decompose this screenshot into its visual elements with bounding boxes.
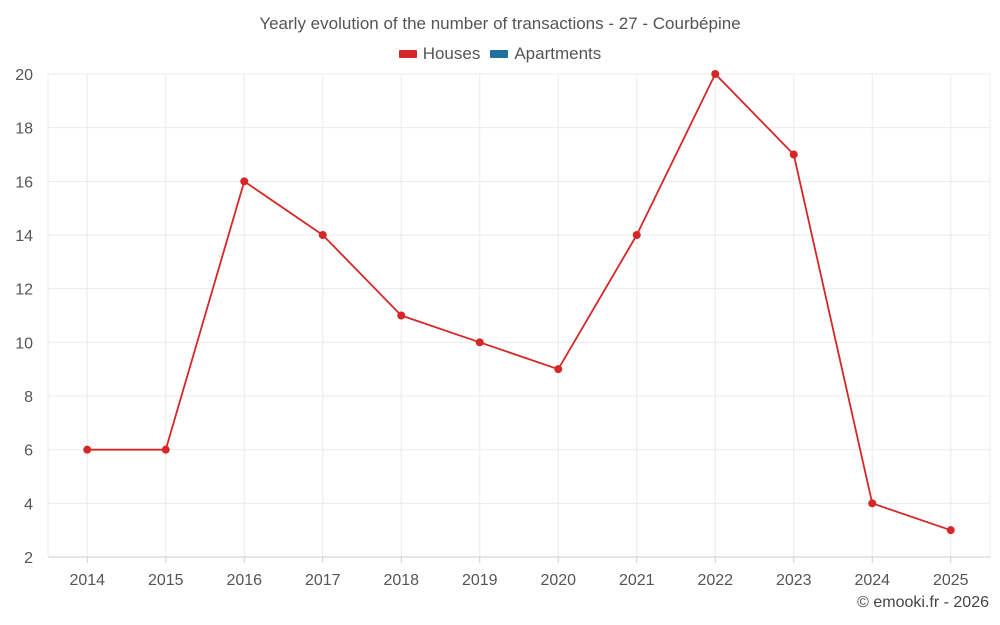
- legend-item-apartments[interactable]: Apartments: [490, 44, 601, 64]
- x-tick-label: 2017: [305, 572, 341, 589]
- data-point-houses: [240, 177, 249, 186]
- legend-swatch-houses: [398, 50, 417, 58]
- data-point-houses: [554, 365, 563, 374]
- data-point-houses: [161, 445, 170, 454]
- x-tick-label: 2015: [148, 572, 184, 589]
- legend-swatch-apartments: [490, 50, 509, 58]
- data-point-houses: [789, 150, 798, 159]
- data-point-houses: [946, 526, 955, 535]
- data-point-houses: [632, 231, 641, 239]
- y-tick-label: 2: [24, 550, 33, 567]
- legend-label-apartments: Apartments: [514, 44, 602, 63]
- x-tick-label: 2024: [854, 572, 890, 589]
- data-point-houses: [868, 499, 877, 508]
- y-tick-label: 8: [24, 389, 33, 406]
- data-point-houses: [318, 231, 327, 239]
- legend-item-houses[interactable]: Houses: [398, 44, 481, 64]
- y-tick-label: 4: [24, 496, 33, 513]
- legend-label-houses: Houses: [422, 44, 481, 63]
- chart-title: Yearly evolution of the number of transa…: [259, 14, 741, 33]
- copyright-credit: © emooki.fr - 2026: [857, 594, 989, 611]
- y-tick-label: 18: [15, 121, 33, 138]
- y-tick-label: 6: [24, 443, 33, 460]
- legend: Houses Apartments: [0, 44, 1000, 64]
- data-point-houses: [475, 338, 484, 347]
- x-tick-label: 2014: [69, 572, 105, 589]
- x-tick-label: 2021: [619, 572, 655, 589]
- data-point-houses: [83, 445, 92, 454]
- series-line-houses: [87, 73, 952, 532]
- x-tick-label: 2020: [540, 572, 576, 589]
- y-tick-label: 16: [15, 174, 33, 191]
- x-tick-label: 2019: [462, 572, 498, 589]
- data-point-houses: [711, 70, 720, 78]
- x-tick-label: 2023: [776, 572, 812, 589]
- y-tick-label: 12: [15, 282, 33, 299]
- x-tick-label: 2022: [697, 572, 733, 589]
- x-tick-label: 2018: [383, 572, 419, 589]
- x-tick-label: 2016: [226, 572, 262, 589]
- data-point-houses: [397, 311, 406, 320]
- x-tick-label: 2025: [933, 572, 969, 589]
- y-tick-label: 20: [15, 67, 33, 84]
- y-tick-label: 14: [15, 228, 33, 245]
- y-tick-label: 10: [15, 335, 33, 352]
